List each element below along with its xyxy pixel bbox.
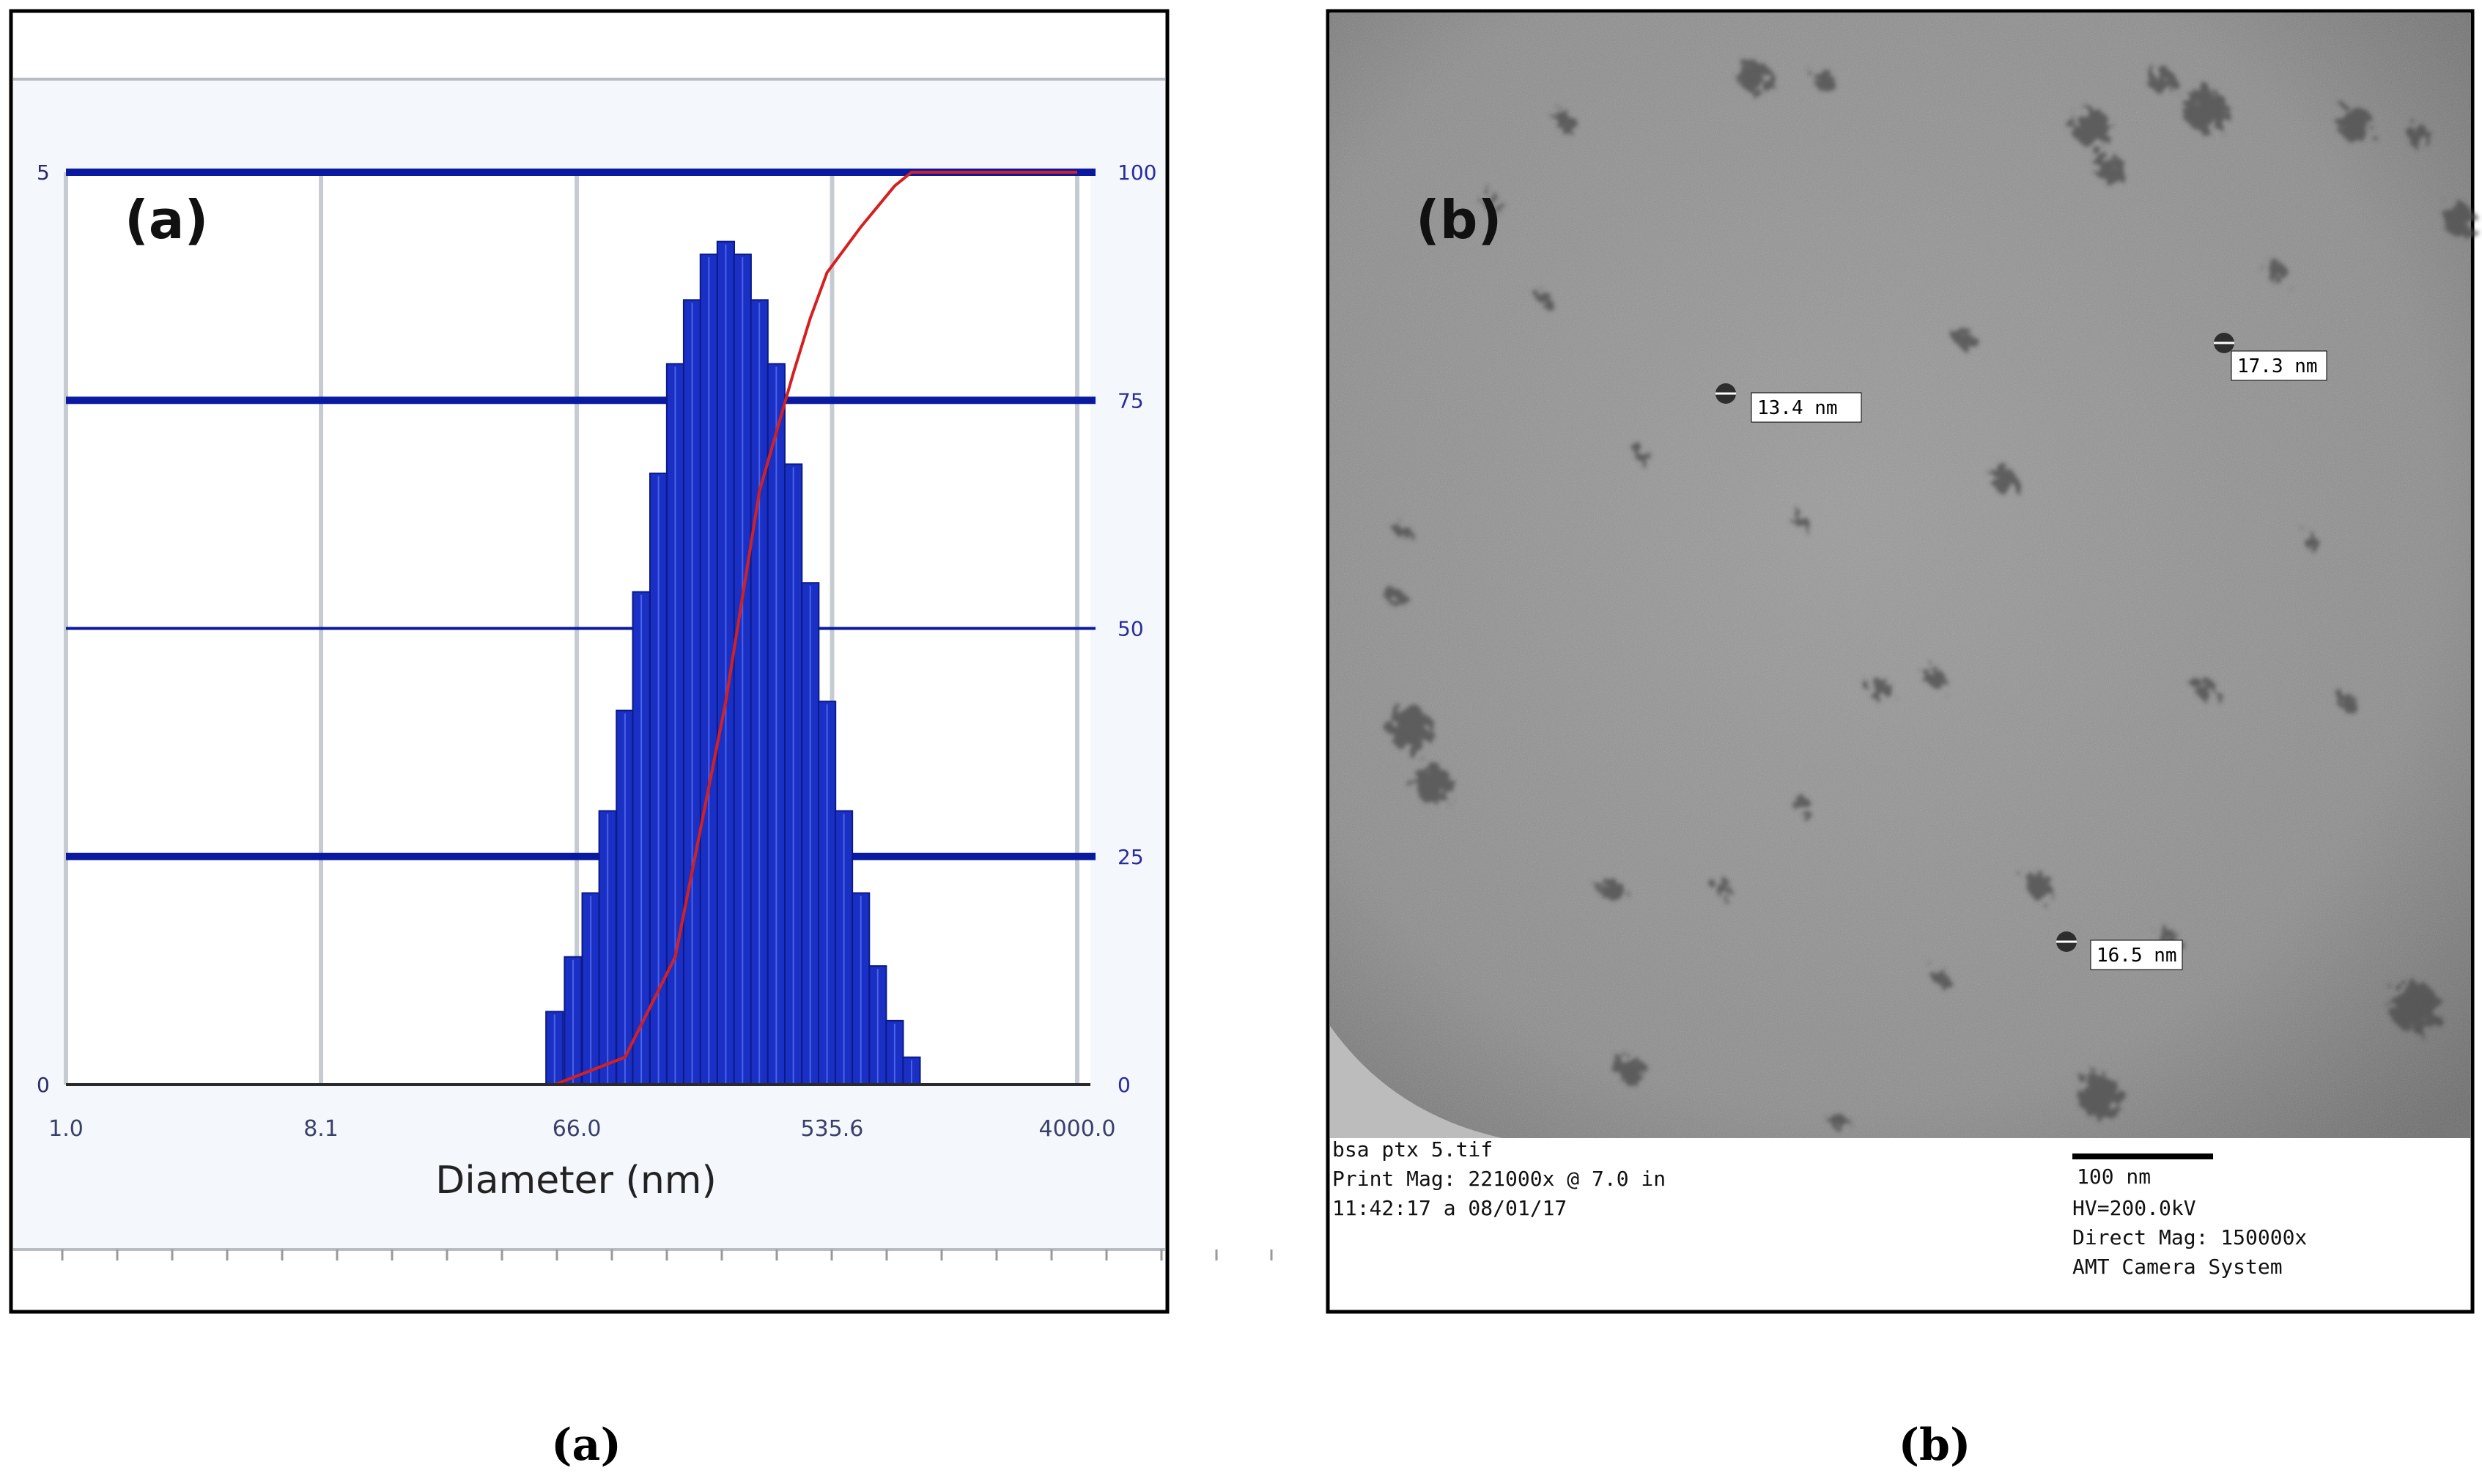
- nanoparticle: [2305, 535, 2319, 550]
- nanoparticle: [2096, 154, 2125, 183]
- tem-bright-corner: [1330, 1026, 1502, 1138]
- nanoparticles: [1387, 61, 2475, 1130]
- right-tick-labels: 0 25 50 75 100: [1118, 160, 1156, 1097]
- nanoparticle: [2028, 874, 2054, 900]
- caption-b: (b): [1899, 1420, 1971, 1471]
- panel-b-label: (b): [1416, 189, 1502, 251]
- nanoparticle: [1600, 879, 1624, 902]
- measurement-label: 13.4 nm: [1757, 397, 1838, 419]
- nanoparticle: [1954, 327, 1974, 347]
- nanoparticle: [2184, 88, 2228, 132]
- nanoparticle: [1933, 970, 1951, 987]
- left-tick-label: 0: [37, 1073, 50, 1097]
- meta-timestamp: 11:42:17 a 08/01/17: [1332, 1196, 1567, 1220]
- nanoparticle: [1991, 467, 2017, 493]
- nanoparticle: [2340, 695, 2357, 712]
- nanoparticle: [1634, 447, 1649, 462]
- tem-metadata-left: bsa ptx 5.tif Print Mag: 221000x @ 7.0 i…: [1332, 1137, 1666, 1220]
- nanoparticle: [1739, 61, 1771, 93]
- x-tick-label: 66.0: [553, 1116, 602, 1142]
- nanoparticle: [1794, 797, 1811, 815]
- meta-camera: AMT Camera System: [2072, 1255, 2283, 1279]
- right-tick-label: 50: [1118, 617, 1144, 641]
- x-tick-label: 4000.0: [1039, 1116, 1116, 1142]
- right-tick-label: 25: [1118, 845, 1144, 869]
- scale-bar-label: 100 nm: [2077, 1164, 2151, 1189]
- measurement-label: 17.3 nm: [2237, 355, 2318, 377]
- measurement-box: [2231, 350, 2327, 381]
- x-tick-label: 8.1: [303, 1116, 339, 1142]
- meta-filename: bsa ptx 5.tif: [1332, 1137, 1493, 1162]
- cumulative-line: [554, 171, 1077, 1086]
- measurement-box: [1751, 392, 1862, 423]
- caption-a: (a): [551, 1420, 621, 1471]
- left-tick-labels: 05: [37, 160, 50, 1097]
- nanoparticle: [2442, 204, 2475, 236]
- nanoparticle: [2073, 109, 2111, 147]
- nanoparticle: [1554, 111, 1575, 131]
- nanoparticle: [2407, 124, 2430, 147]
- nanoparticle: [1814, 70, 1835, 91]
- nanoparticle: [1387, 588, 1405, 606]
- nanoparticle: [2390, 983, 2439, 1033]
- bottom-ruler: [61, 1249, 1273, 1260]
- measurement-label: 16.5 nm: [2097, 945, 2177, 967]
- nanoparticle: [1396, 524, 1411, 539]
- left-tick-label: 5: [37, 160, 50, 185]
- tem-metadata-right: 100 nm HV=200.0kV Direct Mag: 150000x AM…: [2072, 1164, 2307, 1279]
- nanoparticle: [2265, 261, 2286, 281]
- nanoparticle: [1831, 1112, 1848, 1130]
- right-tick-label: 75: [1118, 388, 1144, 413]
- measurement-box: [2090, 940, 2183, 970]
- meta-hv: HV=200.0kV: [2072, 1196, 2196, 1220]
- nanoparticle: [2077, 1074, 2121, 1118]
- nanoparticle: [1924, 668, 1945, 688]
- meta-direct-mag: Direct Mag: 150000x: [2072, 1225, 2307, 1249]
- x-axis-title: Diameter (nm): [435, 1159, 716, 1203]
- nanoparticle: [1482, 193, 1500, 210]
- nanoparticle: [1792, 513, 1806, 528]
- nanoparticle: [1868, 677, 1891, 701]
- nanoparticle: [2149, 67, 2175, 94]
- nanoparticle: [1713, 878, 1731, 896]
- right-tick-label: 100: [1118, 160, 1156, 185]
- nanoparticle: [1616, 1055, 1645, 1085]
- meta-print-mag: Print Mag: 221000x @ 7.0 in: [1332, 1167, 1666, 1191]
- nanoparticle: [1539, 293, 1554, 308]
- measurements: 13.4 nm 17.3 nm 16.5 nm: [1715, 333, 2327, 970]
- x-tick-label: 535.6: [801, 1116, 864, 1142]
- nanoparticle: [1414, 765, 1452, 803]
- x-tick-labels: 1.0 8.1 66.0 535.6 4000.0: [48, 1116, 1115, 1142]
- nanoparticle: [2195, 679, 2216, 699]
- nanoparticle: [1389, 707, 1433, 751]
- x-tick-label: 1.0: [48, 1116, 84, 1142]
- tem-grain: [1330, 13, 2470, 1138]
- right-tick-label: 0: [1118, 1073, 1131, 1097]
- nanoparticle: [2338, 107, 2374, 142]
- panel-a-label: (a): [125, 189, 208, 251]
